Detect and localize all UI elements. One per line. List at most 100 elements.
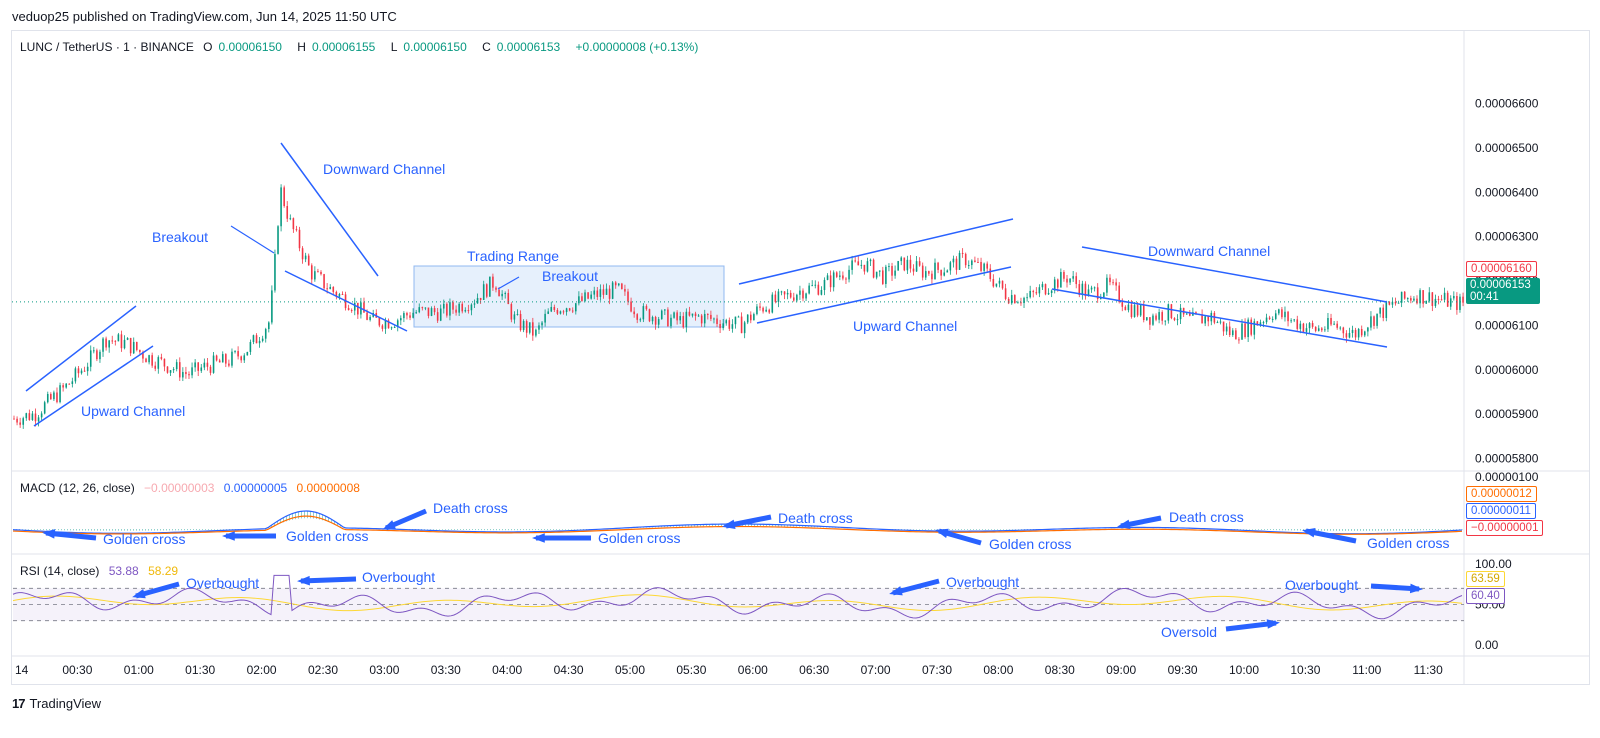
annotation-arrow-head: [42, 529, 56, 539]
macd-histogram-bar: [58, 529, 59, 531]
macd-histogram-bar: [757, 524, 758, 527]
candle-body: [694, 313, 697, 317]
candle-body: [1299, 323, 1302, 329]
chart-canvas[interactable]: 0.00006600 0.00006500 0.00006400 0.00006300…: [12, 31, 1589, 684]
macd-histogram-bar: [214, 529, 215, 530]
candle-body: [627, 291, 629, 302]
macd-histogram-bar: [1300, 529, 1301, 531]
candle-body: [504, 293, 506, 295]
candle-body: [722, 323, 724, 329]
candle-body: [317, 271, 319, 273]
candle-body: [43, 402, 46, 414]
candle-body: [562, 311, 565, 313]
rsi-name[interactable]: RSI (14, close): [20, 564, 100, 578]
brand-name[interactable]: TradingView: [29, 696, 102, 711]
price-annotation: Downward Channel: [1148, 243, 1270, 259]
macd-histogram-bar: [307, 511, 308, 519]
price-axis-label: 0.00005900: [1475, 407, 1539, 421]
annotation-arrow-head: [132, 589, 146, 599]
macd-histogram-bar: [1363, 529, 1364, 531]
candle-body: [1271, 318, 1274, 320]
macd-histogram-bar: [1333, 529, 1334, 531]
candle-body: [369, 316, 371, 320]
candle-body: [617, 283, 620, 286]
candle-body: [400, 318, 402, 321]
macd-histogram-bar: [1246, 529, 1247, 530]
candle-body: [734, 316, 737, 325]
candle-body: [1367, 327, 1369, 332]
candle-body: [403, 313, 405, 319]
candle-body: [1290, 320, 1292, 322]
macd-name[interactable]: MACD (12, 26, close): [20, 481, 135, 495]
candle-body: [1446, 292, 1449, 307]
candle-body: [111, 340, 114, 342]
candle-body: [473, 303, 476, 305]
macd-histogram-bar: [1000, 529, 1001, 530]
candle-body: [418, 307, 421, 313]
candle-body: [28, 413, 31, 420]
candle-body: [885, 266, 887, 284]
macd-histogram-bar: [457, 529, 458, 530]
candle-body: [716, 318, 718, 324]
macd-histogram-bar: [1369, 529, 1370, 531]
candle-body: [924, 271, 927, 278]
candle-body: [826, 275, 829, 280]
candle-body: [697, 315, 700, 317]
time-axis-label: 06:30: [799, 663, 829, 677]
macd-histogram-bar: [427, 529, 428, 530]
open-value: 0.00006150: [218, 40, 282, 54]
macd-histogram-bar: [118, 529, 119, 531]
macd-histogram-bar: [472, 529, 473, 531]
macd-histogram-bar: [469, 529, 470, 531]
annotation-arrow-head: [222, 531, 235, 541]
macd-histogram-bar: [793, 525, 794, 527]
candle-body: [16, 418, 18, 423]
macd-histogram-bar: [166, 529, 167, 531]
macd-histogram-bar: [148, 529, 149, 531]
candle-body: [415, 312, 417, 314]
trend-line: [33, 345, 154, 427]
candle-body: [906, 259, 909, 271]
candle-body: [424, 307, 427, 309]
time-axis-label: 10:00: [1229, 663, 1259, 677]
macd-histogram-bar: [1429, 529, 1430, 531]
candle-body: [578, 296, 580, 304]
candle-body: [1296, 319, 1299, 329]
candle-body: [799, 290, 801, 295]
macd-histogram-bar: [919, 529, 920, 530]
macd-histogram-bar: [91, 529, 92, 531]
candle-body: [1308, 323, 1311, 329]
macd-histogram-bar: [1270, 529, 1271, 531]
candle-body: [464, 310, 467, 312]
candle-body: [1317, 328, 1320, 331]
candle-body: [461, 303, 464, 312]
macd-histogram-bar: [949, 529, 950, 530]
price-axis-label: 0.00005800: [1475, 452, 1539, 466]
candle-body: [1152, 315, 1154, 325]
candle-body: [949, 262, 952, 271]
macd-histogram-bar: [1006, 529, 1007, 530]
candle-body: [541, 322, 543, 326]
candle-body: [96, 350, 98, 360]
candle-body: [264, 329, 267, 339]
candle-body: [1096, 287, 1099, 299]
rsi-line: [12, 574, 1463, 620]
candle-body: [1311, 323, 1314, 327]
macd-histogram-bar: [1291, 529, 1292, 531]
candle-body: [556, 309, 559, 314]
candle-body: [277, 226, 279, 254]
time-axis-label: 01:30: [185, 663, 215, 677]
candle-body: [1106, 277, 1108, 293]
candle-body: [891, 266, 893, 276]
chart-area[interactable]: 0.00006600 0.00006500 0.00006400 0.00006300…: [11, 30, 1590, 685]
candle-body: [608, 288, 611, 299]
candle-body: [421, 307, 424, 309]
macd-histogram-bar: [1450, 529, 1451, 530]
candle-body: [1087, 289, 1090, 297]
macd-histogram-bar: [454, 529, 455, 530]
symbol-name[interactable]: LUNC / TetherUS · 1 · BINANCE: [20, 40, 194, 54]
candle-body: [559, 311, 562, 314]
candle-body: [599, 289, 602, 297]
candle-body: [633, 311, 635, 315]
macd-histogram-bar: [574, 529, 575, 530]
